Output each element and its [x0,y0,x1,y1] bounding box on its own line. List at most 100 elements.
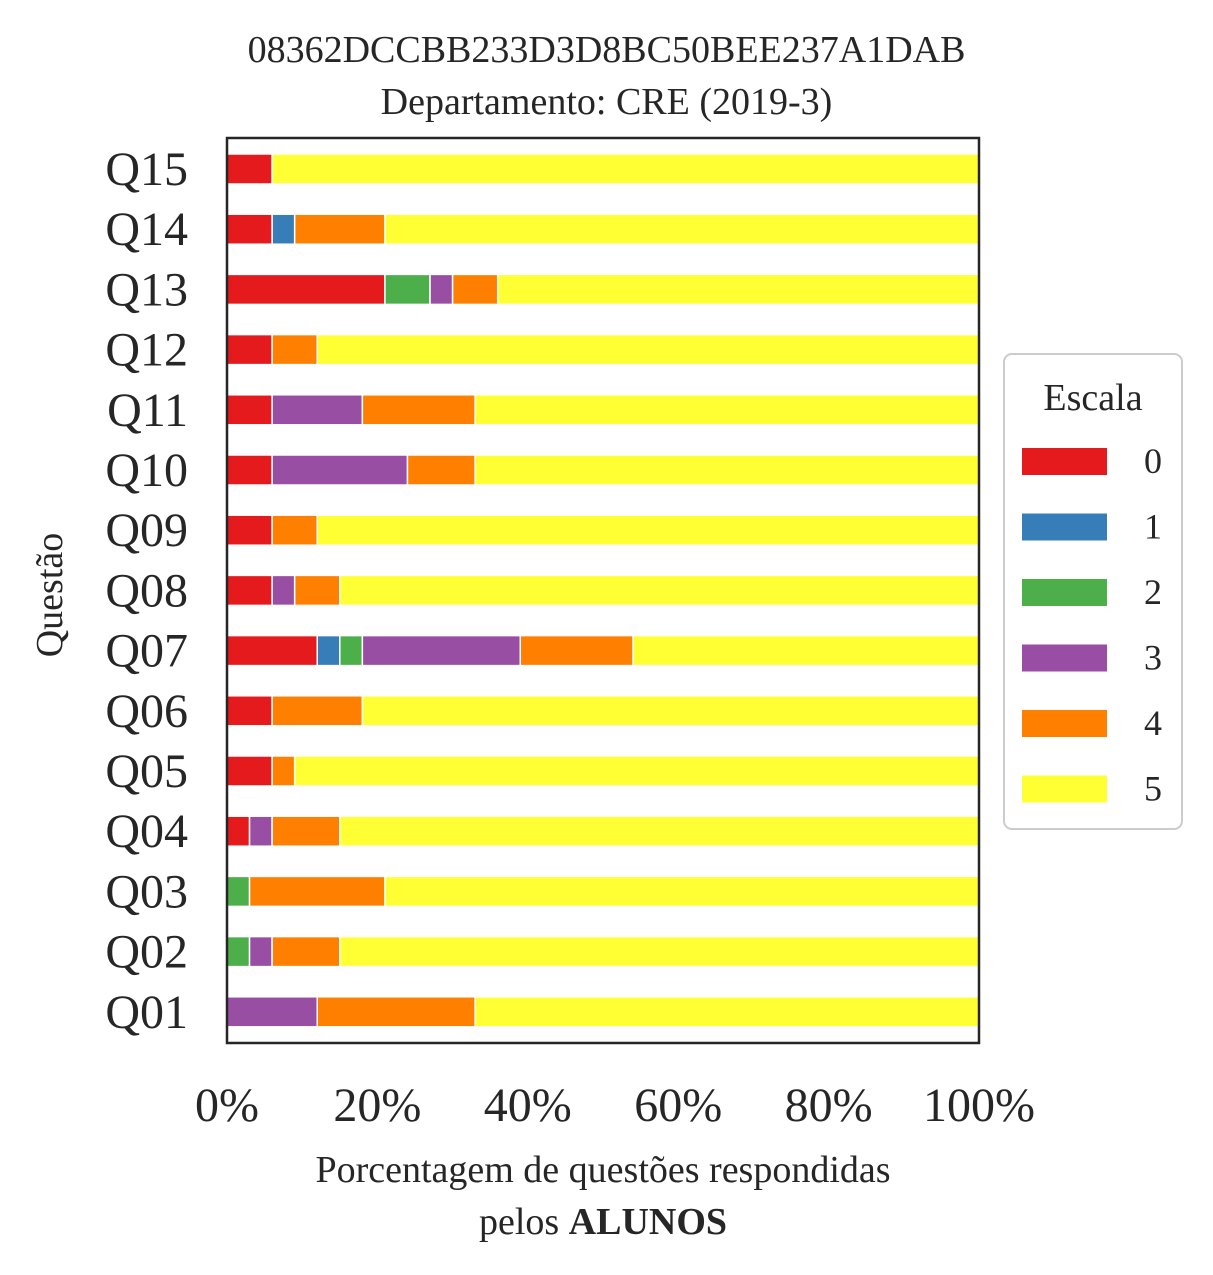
bar-segment-q04-scale-3 [248,815,273,847]
bar-segment-q05-scale-5 [293,755,980,787]
legend-swatch-4 [1022,710,1107,737]
bar-segment-q06-scale-0 [226,695,273,727]
bar-segment-q13-scale-4 [451,273,499,306]
x-axis-label-prefix: pelos [479,1201,569,1243]
x-tick-label-0: 0% [195,1079,259,1132]
bar-segment-q02-scale-3 [248,935,273,968]
bar-segment-q13-scale-5 [496,273,980,306]
bar-segment-q11-scale-0 [226,394,273,426]
bar-segment-q13-scale-0 [226,273,386,306]
bar-segment-q09-scale-0 [226,514,273,546]
x-axis-label-line2: pelos ALUNOS [479,1201,727,1243]
plot-area-frame [225,136,981,1045]
bar-segment-q03-scale-5 [384,875,980,908]
legend-label-1: 1 [1144,507,1162,547]
bar-segment-q08-scale-3 [271,574,296,607]
bar-segment-q04-scale-4 [271,815,341,847]
y-tick-label-q11: Q11 [107,384,188,437]
bar-segment-q02-scale-5 [339,935,980,968]
bar-segment-q07-scale-2 [339,634,364,667]
y-tick-label-q14: Q14 [105,203,188,256]
y-tick-label-q01: Q01 [105,986,188,1039]
bar-segment-q15-scale-0 [226,153,273,185]
bar-segment-q14-scale-1 [271,213,296,245]
legend-swatch-5 [1022,775,1107,803]
x-tick-labels: 0% 20% 40% 60% 80% 100% [195,1079,1035,1132]
bar-segment-q14-scale-0 [226,213,273,245]
legend-label-5: 5 [1144,769,1162,809]
bar-segment-q01-scale-5 [474,996,980,1028]
y-tick-label-q15: Q15 [105,143,188,196]
bar-segment-q09-scale-5 [316,514,980,546]
bar-segment-q09-scale-4 [271,514,318,546]
y-tick-label-q04: Q04 [105,805,188,858]
y-tick-label-q05: Q05 [105,745,188,798]
chart-subtitle: Departamento: CRE (2019-3) [380,81,833,123]
bar-segment-q03-scale-4 [248,875,386,908]
legend-label-0: 0 [1144,441,1162,481]
bar-segment-q11-scale-5 [474,394,980,426]
bar-segment-q15-scale-5 [271,153,980,185]
x-tick-label-3: 60% [634,1079,722,1132]
bar-segment-q12-scale-5 [316,333,980,366]
bar-segment-q07-scale-3 [361,634,522,667]
bar-segment-q07-scale-4 [519,634,634,667]
legend-swatch-2 [1022,579,1107,606]
legend-items: 0 1 2 3 4 5 [1022,441,1162,809]
bar-segment-q05-scale-4 [271,755,296,787]
chart-title: 08362DCCBB233D3D8BC50BEE237A1DAB [247,29,966,71]
y-tick-label-q07: Q07 [105,625,188,678]
bar-segment-q08-scale-4 [293,574,341,607]
x-axis-label-line1: Porcentagem de questões respondidas [315,1149,890,1191]
bar-segment-q13-scale-3 [429,273,454,306]
legend-label-4: 4 [1144,703,1162,743]
legend-title: Escala [1043,377,1142,419]
x-tick-label-4: 80% [785,1079,873,1132]
y-tick-label-q10: Q10 [105,444,188,497]
bar-segment-q10-scale-5 [474,454,980,486]
bar-segment-q02-scale-2 [226,935,251,968]
bar-segment-q10-scale-4 [406,454,476,486]
y-tick-label-q08: Q08 [105,564,188,617]
legend-label-2: 2 [1144,572,1162,612]
bar-segment-q04-scale-5 [339,815,980,847]
x-axis-label-bold: ALUNOS [569,1201,727,1243]
bar-segment-q03-scale-2 [226,875,251,908]
y-tick-labels: Q01 Q02 Q03 Q04 Q05 Q06 Q07 Q08 Q09 Q10 Q11 Q12 Q13 Q… [105,143,188,1039]
bars-group [226,153,980,1028]
y-axis-label: Questão [29,533,71,658]
bar-segment-q07-scale-0 [226,634,318,667]
y-tick-label-q09: Q09 [105,504,188,557]
bar-segment-q06-scale-4 [271,695,364,727]
bar-segment-q10-scale-0 [226,454,273,486]
bar-segment-q14-scale-4 [293,213,386,245]
y-tick-label-q13: Q13 [105,263,188,316]
bar-segment-q08-scale-0 [226,574,273,607]
x-tick-label-1: 20% [333,1079,421,1132]
y-tick-label-q03: Q03 [105,865,188,918]
bar-segment-q02-scale-4 [271,935,341,968]
legend: Escala 0 1 2 3 4 5 [1003,353,1183,830]
bar-segment-q04-scale-0 [226,815,251,847]
legend-swatch-0 [1022,448,1107,475]
bar-segment-q13-scale-2 [384,273,431,306]
legend-label-3: 3 [1144,638,1162,678]
bar-segment-q01-scale-3 [226,996,318,1028]
x-tick-label-2: 40% [484,1079,572,1132]
bar-segment-q08-scale-5 [339,574,980,607]
y-tick-label-q02: Q02 [105,926,188,979]
legend-swatch-1 [1022,513,1107,541]
legend-swatch-3 [1022,644,1107,672]
bar-segment-q12-scale-4 [271,333,318,366]
y-tick-label-q12: Q12 [105,324,188,377]
y-tick-label-q06: Q06 [105,685,188,738]
bar-segment-q14-scale-5 [384,213,980,245]
bar-segment-q10-scale-3 [271,454,409,486]
bar-segment-q07-scale-1 [316,634,341,667]
bar-segment-q11-scale-4 [361,394,476,426]
bar-segment-q11-scale-3 [271,394,364,426]
bar-segment-q06-scale-5 [361,695,980,727]
bar-segment-q01-scale-4 [316,996,476,1028]
x-tick-label-5: 100% [923,1079,1035,1132]
